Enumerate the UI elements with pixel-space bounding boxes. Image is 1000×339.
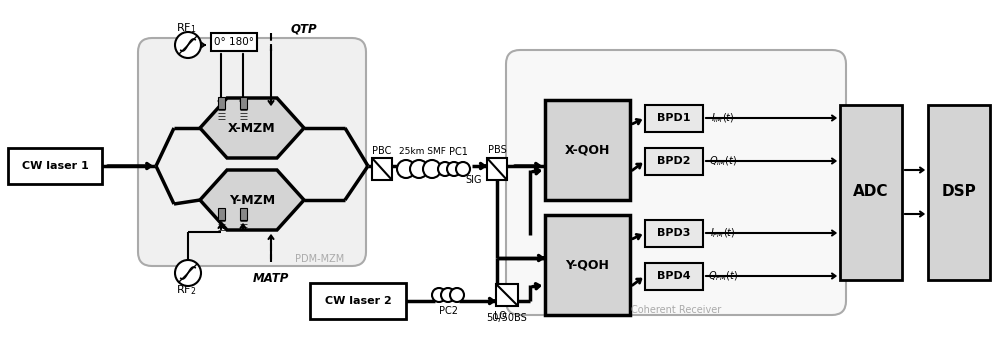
Bar: [487, 158, 507, 180]
Text: DSP: DSP: [942, 184, 976, 199]
Text: RF$_1$: RF$_1$: [176, 21, 196, 35]
Text: $I_{PM}(t)$: $I_{PM}(t)$: [710, 226, 736, 240]
Text: RF$_2$: RF$_2$: [176, 283, 196, 297]
Circle shape: [450, 288, 464, 302]
Text: LO: LO: [494, 311, 507, 321]
Bar: [645, 263, 703, 290]
FancyBboxPatch shape: [506, 50, 846, 315]
Text: $Q_{PM}(t)$: $Q_{PM}(t)$: [708, 269, 738, 283]
Bar: [240, 208, 247, 220]
Text: QTP: QTP: [291, 22, 318, 36]
Bar: [645, 148, 703, 175]
Text: PC2: PC2: [440, 306, 458, 316]
Text: BPD2: BPD2: [657, 156, 691, 166]
Text: SIG: SIG: [466, 175, 482, 185]
Circle shape: [423, 160, 441, 178]
Circle shape: [456, 162, 470, 176]
Circle shape: [397, 160, 415, 178]
Text: PC1: PC1: [449, 147, 467, 157]
Polygon shape: [200, 170, 304, 230]
Text: X-QOH: X-QOH: [564, 143, 610, 157]
Text: PBS: PBS: [488, 145, 506, 155]
Text: MATP: MATP: [253, 272, 289, 284]
Circle shape: [441, 288, 455, 302]
Text: PBC: PBC: [372, 146, 392, 156]
Bar: [545, 215, 630, 315]
Bar: [310, 283, 406, 319]
Bar: [211, 33, 257, 51]
Circle shape: [438, 162, 452, 176]
Text: 25km SMF: 25km SMF: [399, 146, 445, 156]
Bar: [928, 105, 990, 280]
Circle shape: [447, 162, 461, 176]
Circle shape: [175, 260, 201, 286]
Bar: [8, 148, 102, 184]
Bar: [218, 97, 225, 109]
Text: X-MZM: X-MZM: [228, 121, 276, 135]
Text: $I_{IM}(t)$: $I_{IM}(t)$: [711, 111, 735, 125]
Text: PDM-MZM: PDM-MZM: [295, 254, 344, 264]
Text: ADC: ADC: [853, 184, 889, 199]
Text: 50/50BS: 50/50BS: [487, 313, 527, 323]
Bar: [218, 208, 225, 220]
Bar: [645, 105, 703, 132]
Polygon shape: [200, 98, 304, 158]
Text: $Q_{IM}(t)$: $Q_{IM}(t)$: [709, 154, 737, 168]
Text: CW laser 2: CW laser 2: [325, 296, 391, 306]
Text: Coherent Receiver: Coherent Receiver: [631, 305, 721, 315]
Bar: [372, 158, 392, 180]
Text: BPD1: BPD1: [657, 113, 691, 123]
Circle shape: [410, 160, 428, 178]
Text: Y-QOH: Y-QOH: [565, 259, 609, 272]
Circle shape: [432, 288, 446, 302]
Text: BPD4: BPD4: [657, 271, 691, 281]
Text: Y-MZM: Y-MZM: [229, 194, 275, 206]
Text: BPD3: BPD3: [657, 228, 691, 238]
Circle shape: [175, 32, 201, 58]
Text: CW laser 1: CW laser 1: [22, 161, 88, 171]
Bar: [645, 220, 703, 247]
Bar: [496, 284, 518, 306]
Bar: [240, 97, 247, 109]
Bar: [840, 105, 902, 280]
Bar: [545, 100, 630, 200]
Text: 0° 180°: 0° 180°: [214, 37, 254, 47]
FancyBboxPatch shape: [138, 38, 366, 266]
